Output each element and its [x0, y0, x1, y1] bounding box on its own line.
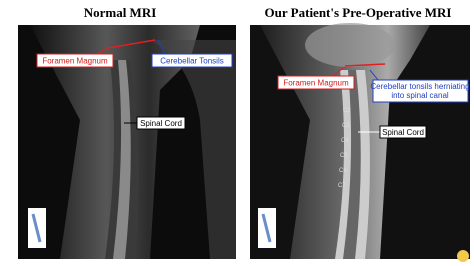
vertebra-label: C7 — [338, 183, 346, 189]
vertebra-label: C4 — [341, 138, 349, 144]
panel-title: Normal MRI — [84, 5, 157, 20]
panel-title: Our Patient's Pre-Operative MRI — [265, 5, 452, 20]
vertebra-label: C6 — [339, 168, 347, 174]
arrow — [369, 69, 379, 81]
label: into spinal canal — [391, 91, 449, 100]
label-box — [136, 116, 186, 130]
arrow — [107, 39, 156, 49]
label-box — [372, 79, 469, 103]
vertebra-label: C3 — [342, 123, 350, 129]
label-box — [36, 53, 114, 68]
vertebra-label: C2 — [343, 108, 351, 114]
label: Foramen Magnum — [283, 79, 349, 88]
label: Foramen Magnum — [42, 57, 108, 66]
label-box — [379, 125, 427, 139]
vertebra-labels: C2 C3 C4 C5 C6 C7 — [338, 108, 351, 189]
label-box — [151, 53, 233, 68]
logo — [457, 250, 469, 262]
mri-image — [250, 23, 470, 259]
vertebra-label: C5 — [340, 153, 348, 159]
label: Spinal Cord — [140, 119, 182, 128]
arrow — [157, 39, 166, 55]
label: Cerebellar Tonsils — [160, 57, 223, 66]
label-box — [277, 75, 355, 90]
arrow — [344, 63, 386, 67]
label: Cerebellar tonsils herniating — [370, 82, 469, 91]
label: Spinal Cord — [382, 128, 424, 137]
